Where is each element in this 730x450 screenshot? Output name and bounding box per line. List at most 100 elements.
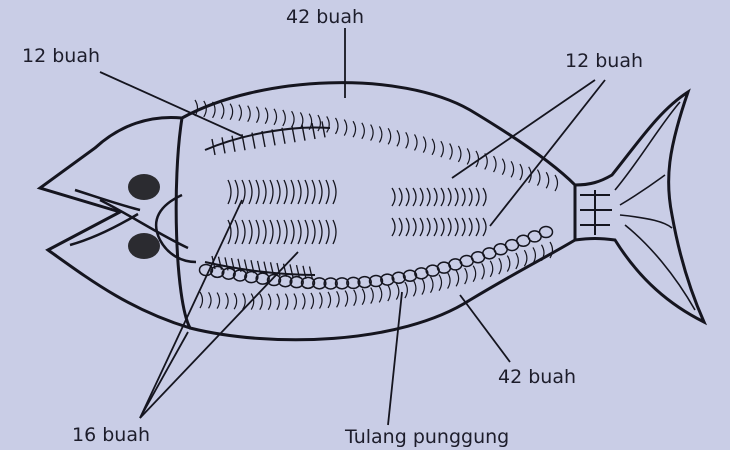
belly-rib xyxy=(199,291,204,309)
belly-rib xyxy=(472,265,477,283)
belly-rib xyxy=(216,292,221,309)
right-rib-upper xyxy=(447,187,452,207)
dorsal-rib xyxy=(299,112,304,129)
right-rib-lower xyxy=(419,217,424,237)
mid-rib-lower xyxy=(255,219,260,245)
mouth-lower-line xyxy=(69,212,139,247)
belly-rib xyxy=(489,260,494,278)
vertebra xyxy=(255,272,270,285)
dorsal-rib xyxy=(247,105,251,122)
right-rib-upper xyxy=(433,187,438,207)
lower-spine-tick xyxy=(256,260,262,275)
lower-spine-tick xyxy=(250,260,255,274)
belly-rib xyxy=(310,292,315,310)
belly-rib xyxy=(267,293,272,311)
mid-rib-lower xyxy=(332,219,337,245)
mid-rib-upper xyxy=(304,179,309,205)
dorsal-rib xyxy=(405,132,409,149)
right-rib-upper xyxy=(461,187,466,207)
right-rib-upper xyxy=(475,187,480,207)
label-top-right: 12 buah xyxy=(565,50,643,72)
right-rib-lower xyxy=(468,217,473,237)
lower-spine-tick xyxy=(302,265,307,279)
right-rib-upper xyxy=(454,187,459,207)
mid-rib-upper xyxy=(276,179,281,205)
dorsal-rib xyxy=(519,163,523,181)
mid-rib-lower xyxy=(227,219,232,245)
belly-rib xyxy=(481,262,485,280)
upper-spine-line xyxy=(204,126,331,151)
vertebra xyxy=(368,274,384,288)
lower-spine-tick xyxy=(230,257,236,272)
upper-spine-tick xyxy=(281,127,286,144)
belly-rib xyxy=(344,290,349,307)
belly-rib xyxy=(259,293,263,311)
mid-rib-upper xyxy=(297,179,302,205)
tail-base-block xyxy=(580,190,612,235)
belly-rib xyxy=(208,291,212,309)
lower-spine-tick xyxy=(263,261,268,275)
upper-spine-tick xyxy=(261,130,266,148)
mid-rib-upper xyxy=(325,179,330,205)
mid-rib-lower xyxy=(304,219,309,245)
mid-rib-upper xyxy=(248,179,253,205)
right-rib-upper xyxy=(482,187,487,207)
dorsal-rib xyxy=(220,102,225,120)
lower-spine-tick xyxy=(243,259,249,273)
belly-rib xyxy=(498,257,502,275)
mid-rib-lower xyxy=(276,219,281,245)
right-rib-upper xyxy=(405,187,410,207)
vertebra xyxy=(323,277,338,290)
right-rib-lower xyxy=(426,217,431,237)
upper-spine-tick xyxy=(221,137,226,154)
upper-spine-tick xyxy=(251,132,256,149)
fish-head-outline xyxy=(36,115,191,330)
dorsal-rib xyxy=(510,161,515,178)
upper-spine-tick xyxy=(311,122,316,140)
right-rib-upper xyxy=(419,187,424,207)
dorsal-rib xyxy=(238,104,243,121)
belly-rib xyxy=(387,284,391,302)
mid-rib-upper xyxy=(227,179,232,205)
mouth-upper-line xyxy=(74,188,141,212)
dorsal-rib xyxy=(449,143,453,160)
vertebra xyxy=(346,276,361,290)
lower-spine-tick xyxy=(295,264,301,279)
fish-body-outline xyxy=(174,81,577,342)
right-rib-upper xyxy=(398,187,403,207)
belly-rib xyxy=(532,247,537,264)
lower-eye xyxy=(128,233,160,259)
right-rib-upper xyxy=(412,187,417,207)
tail-ray-1 xyxy=(614,101,681,191)
leader-top-right-a xyxy=(451,79,596,179)
dorsal-rib xyxy=(352,120,357,138)
belly-rib xyxy=(233,292,238,310)
vertebra xyxy=(380,273,395,286)
label-bottom-right: 42 buah xyxy=(498,366,576,388)
mid-rib-upper xyxy=(318,179,323,205)
upper-spine-tick xyxy=(291,126,296,143)
right-rib-lower xyxy=(391,217,396,237)
belly-rib xyxy=(242,293,246,310)
vertebra xyxy=(402,269,418,282)
belly-rib xyxy=(455,270,460,287)
dorsal-rib xyxy=(466,148,471,165)
belly-rib xyxy=(447,272,451,289)
vertebra xyxy=(210,265,225,279)
belly-rib xyxy=(301,292,306,310)
mid-rib-lower xyxy=(297,219,302,245)
upper-spine-tick xyxy=(211,138,216,156)
mid-rib-upper xyxy=(269,179,274,205)
dorsal-rib xyxy=(273,108,278,126)
dorsal-rib xyxy=(282,109,286,127)
dorsal-rib xyxy=(554,174,559,192)
belly-rib xyxy=(429,276,434,293)
right-rib-lower xyxy=(412,217,417,237)
lower-spine-tick xyxy=(308,266,314,280)
lower-spine-tick xyxy=(276,262,281,277)
vertebra xyxy=(266,273,282,287)
belly-rib xyxy=(336,290,340,308)
tail-fin-outline xyxy=(574,88,708,326)
dorsal-rib xyxy=(334,117,339,135)
